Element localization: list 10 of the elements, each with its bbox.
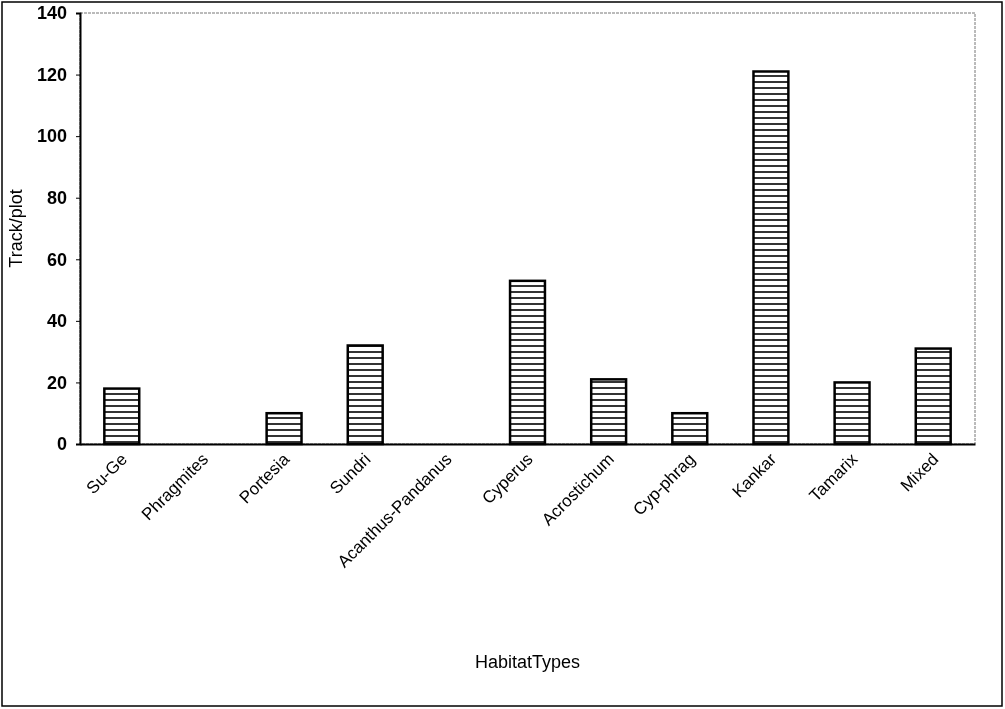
y-tick-label: 60 xyxy=(46,249,67,270)
y-tick-label: 120 xyxy=(36,64,67,85)
y-tick-label: 0 xyxy=(56,434,67,455)
y-tick-label: 100 xyxy=(36,126,67,147)
y-tick-label: 80 xyxy=(46,187,67,208)
y-tick-label: 140 xyxy=(36,3,67,24)
y-tick-label: 20 xyxy=(46,372,67,393)
y-axis-title: Track/plot xyxy=(6,189,26,268)
x-axis-title: HabitatTypes xyxy=(474,652,581,672)
y-tick-label: 40 xyxy=(46,311,67,332)
